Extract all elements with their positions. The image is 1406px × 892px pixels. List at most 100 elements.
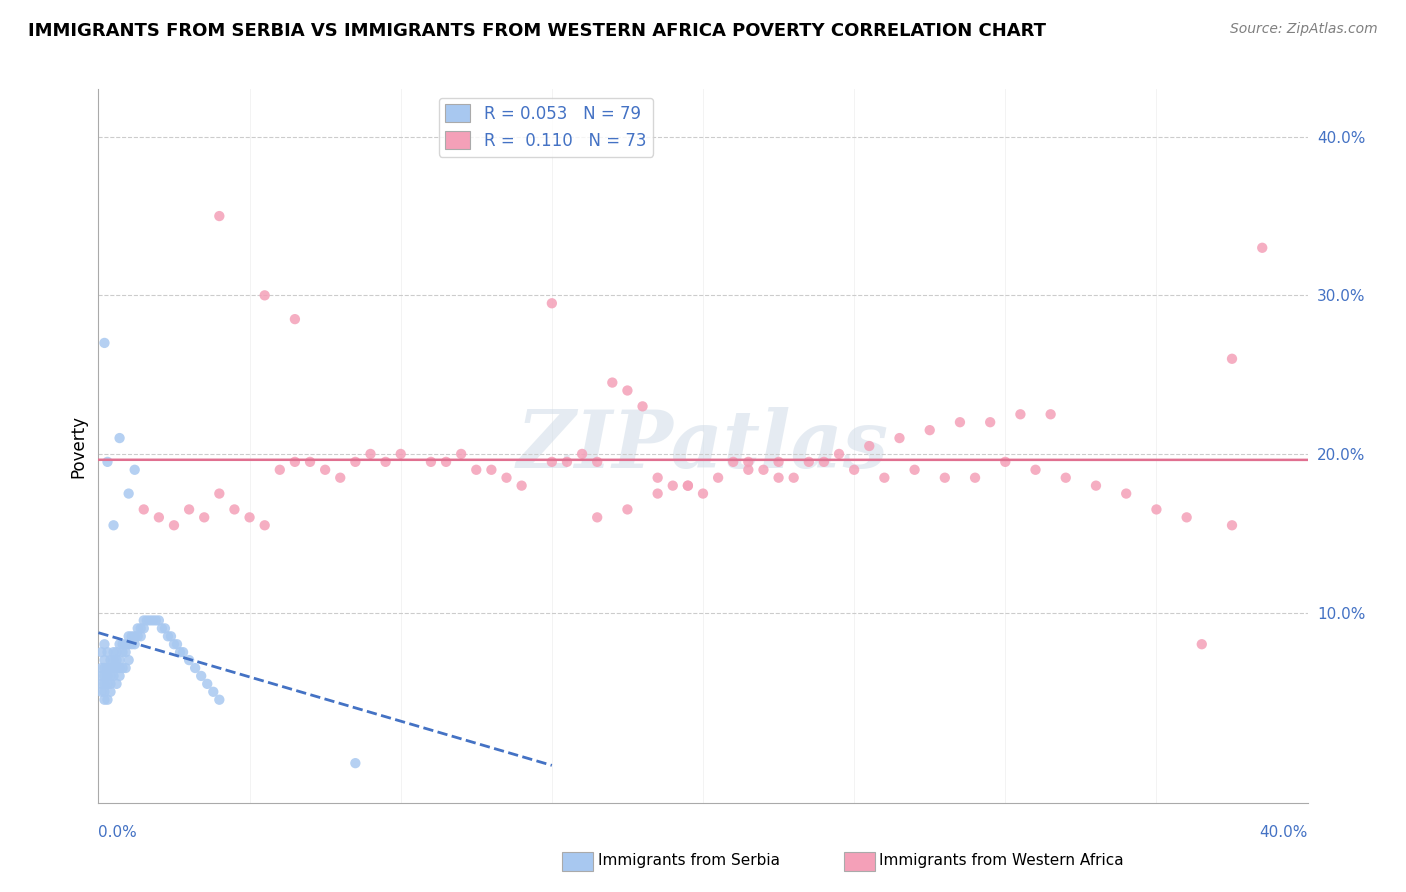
- Point: [96, 645, 118, 659]
- Point: [949, 415, 972, 429]
- Point: [90, 685, 112, 699]
- Point: [111, 645, 134, 659]
- Point: [481, 463, 503, 477]
- Point: [124, 629, 146, 643]
- Point: [148, 614, 170, 628]
- Point: [105, 677, 128, 691]
- Point: [135, 614, 157, 628]
- Point: [153, 621, 176, 635]
- Point: [707, 471, 730, 485]
- Point: [510, 478, 533, 492]
- Point: [737, 463, 759, 477]
- Point: [676, 478, 699, 492]
- Point: [253, 288, 276, 302]
- Point: [108, 661, 131, 675]
- Point: [96, 661, 118, 675]
- Point: [166, 637, 188, 651]
- Point: [132, 621, 155, 635]
- Point: [284, 455, 307, 469]
- Point: [1115, 486, 1137, 500]
- Point: [96, 692, 118, 706]
- Point: [100, 669, 122, 683]
- Point: [118, 653, 141, 667]
- Point: [450, 447, 472, 461]
- Point: [100, 685, 122, 699]
- Point: [103, 645, 125, 659]
- Point: [224, 502, 246, 516]
- Point: [783, 471, 806, 485]
- Point: [108, 653, 131, 667]
- Point: [360, 447, 382, 461]
- Point: [108, 431, 131, 445]
- Point: [1191, 637, 1213, 651]
- Point: [90, 677, 112, 691]
- Point: [540, 296, 562, 310]
- Point: [150, 621, 173, 635]
- Point: [495, 471, 517, 485]
- Point: [195, 677, 218, 691]
- Point: [93, 685, 115, 699]
- Point: [1039, 407, 1062, 421]
- Point: [1175, 510, 1198, 524]
- Point: [540, 455, 562, 469]
- Point: [121, 629, 143, 643]
- Point: [314, 463, 336, 477]
- Point: [100, 653, 122, 667]
- Text: IMMIGRANTS FROM SERBIA VS IMMIGRANTS FROM WESTERN AFRICA POVERTY CORRELATION CHA: IMMIGRANTS FROM SERBIA VS IMMIGRANTS FRO…: [28, 22, 1046, 40]
- Point: [768, 471, 790, 485]
- Text: 0.0%: 0.0%: [98, 825, 138, 840]
- Point: [96, 677, 118, 691]
- Point: [118, 637, 141, 651]
- Point: [1054, 471, 1077, 485]
- Point: [631, 400, 654, 414]
- Point: [586, 455, 609, 469]
- Text: Source: ZipAtlas.com: Source: ZipAtlas.com: [1230, 22, 1378, 37]
- Point: [190, 669, 212, 683]
- Point: [465, 463, 488, 477]
- Point: [90, 645, 112, 659]
- Point: [208, 209, 231, 223]
- Point: [96, 669, 118, 683]
- Point: [111, 661, 134, 675]
- Point: [142, 614, 165, 628]
- Point: [93, 661, 115, 675]
- Point: [202, 685, 225, 699]
- Point: [1220, 518, 1243, 533]
- Point: [114, 637, 136, 651]
- Point: [100, 661, 122, 675]
- Point: [844, 463, 866, 477]
- Text: ZIPatlas: ZIPatlas: [517, 408, 889, 484]
- Point: [160, 629, 183, 643]
- Point: [114, 645, 136, 659]
- Point: [1085, 478, 1108, 492]
- Point: [129, 621, 152, 635]
- Point: [253, 518, 276, 533]
- Point: [93, 637, 115, 651]
- Point: [124, 463, 146, 477]
- Point: [723, 455, 745, 469]
- Point: [602, 376, 624, 390]
- Point: [93, 677, 115, 691]
- Point: [90, 661, 112, 675]
- Point: [163, 637, 186, 651]
- Point: [1251, 241, 1274, 255]
- Point: [616, 384, 638, 398]
- Point: [132, 614, 155, 628]
- Point: [169, 645, 191, 659]
- Point: [752, 463, 775, 477]
- Point: [389, 447, 412, 461]
- Point: [103, 669, 125, 683]
- Point: [108, 637, 131, 651]
- Point: [93, 692, 115, 706]
- Point: [918, 423, 941, 437]
- Point: [172, 645, 194, 659]
- Text: 40.0%: 40.0%: [1260, 825, 1308, 840]
- Point: [284, 312, 307, 326]
- Point: [105, 645, 128, 659]
- Point: [934, 471, 956, 485]
- Point: [127, 621, 149, 635]
- Point: [90, 669, 112, 683]
- Point: [93, 653, 115, 667]
- Point: [118, 486, 141, 500]
- Point: [571, 447, 593, 461]
